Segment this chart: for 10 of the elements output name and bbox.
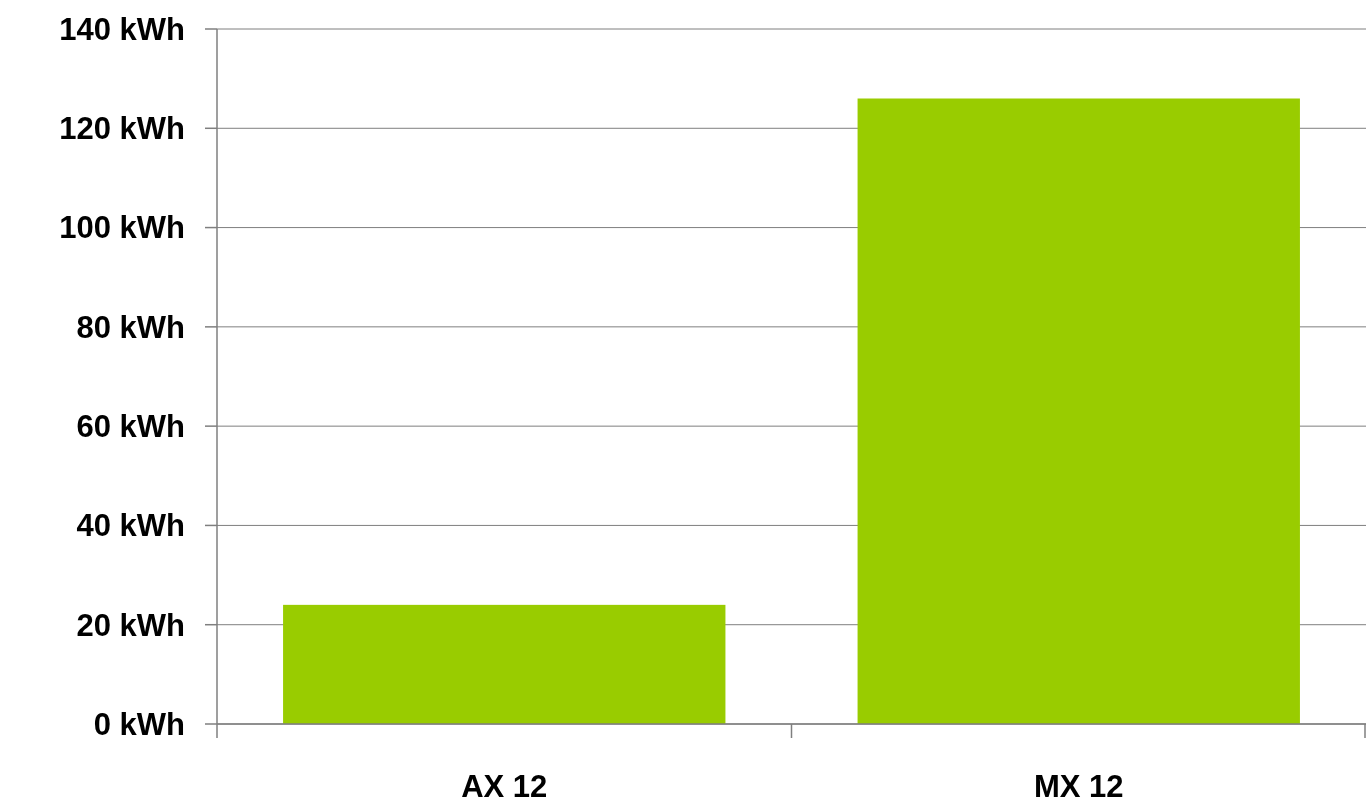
y-tick-label: 100 kWh [59, 210, 185, 246]
x-tick-label: AX 12 [461, 769, 548, 803]
y-tick-label: 60 kWh [76, 408, 185, 444]
y-tick-label: 140 kWh [59, 11, 185, 47]
y-tick-label: 20 kWh [76, 607, 185, 643]
y-tick-label: 0 kWh [93, 706, 185, 742]
x-tick-label: MX 12 [1033, 769, 1124, 803]
y-tick-label: 80 kWh [76, 309, 185, 345]
y-tick-label: 120 kWh [59, 111, 185, 147]
y-tick-label: 40 kWh [76, 508, 185, 544]
